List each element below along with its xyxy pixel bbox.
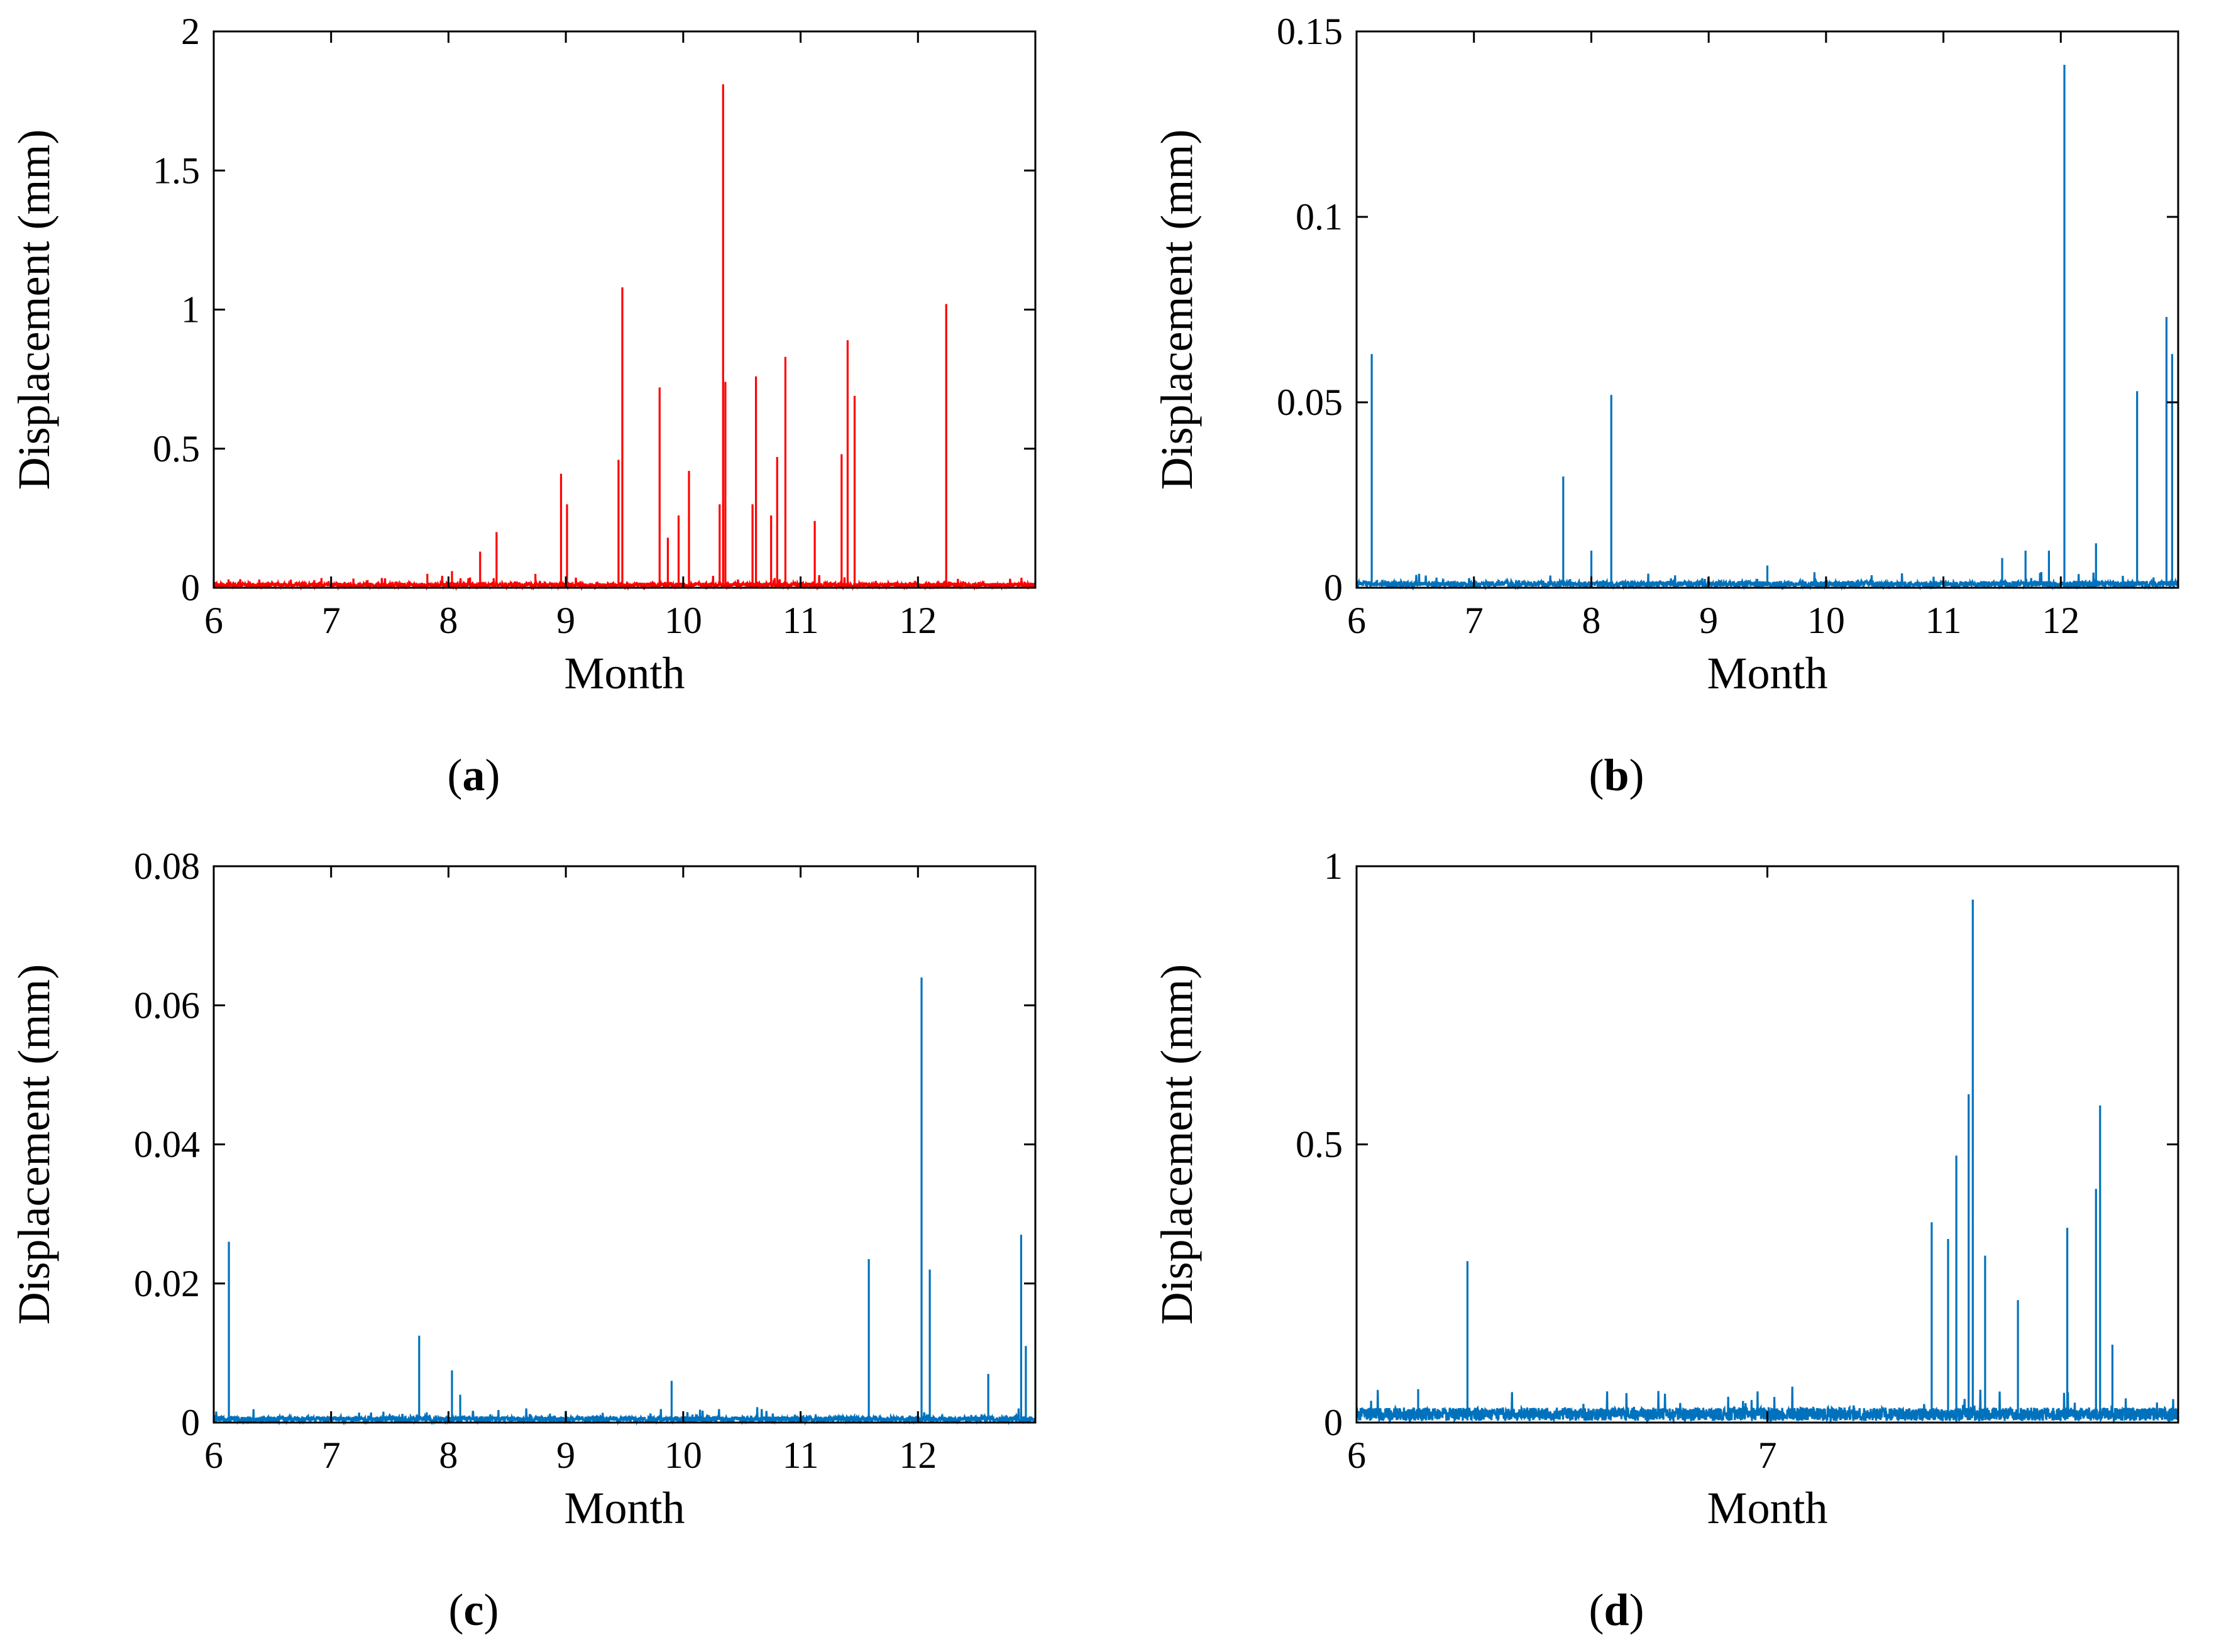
caption-close-paren: ) — [483, 1585, 498, 1635]
plot-area-b — [1355, 65, 2179, 591]
x-tick-label-c-6: 12 — [899, 1434, 937, 1476]
y-tick-label-a-0: 0 — [181, 567, 200, 608]
caption-letter-c: c — [464, 1585, 484, 1635]
x-tick-label-a-0: 6 — [204, 600, 223, 641]
y-tick-label-c-2: 0.04 — [134, 1124, 200, 1165]
x-ticks-c: 6 7 8 9 10 11 12 — [204, 866, 937, 1476]
y-ticks-b: 0 0.05 0.1 0.15 — [1277, 11, 2178, 608]
y-tick-label-d-1: 0.5 — [1296, 1124, 1343, 1165]
x-tick-label-a-4: 10 — [664, 600, 702, 641]
panel-caption-c: (c) — [449, 1585, 499, 1635]
x-tick-label-c-4: 10 — [664, 1434, 702, 1476]
series-line-b — [1355, 65, 2179, 591]
caption-open-paren: ( — [448, 750, 463, 800]
series-line-c — [212, 977, 1037, 1426]
x-tick-label-c-3: 9 — [556, 1434, 575, 1476]
x-tick-label-b-5: 11 — [1925, 600, 1962, 641]
x-axis-title-d: Month — [1707, 1483, 1827, 1533]
y-tick-label-b-2: 0.1 — [1296, 196, 1343, 238]
x-tick-label-b-1: 7 — [1465, 600, 1484, 641]
x-tick-label-b-0: 6 — [1347, 600, 1366, 641]
y-tick-label-d-0: 0 — [1324, 1402, 1343, 1443]
x-tick-label-b-6: 12 — [2042, 600, 2079, 641]
y-tick-label-a-1: 0.5 — [153, 428, 200, 470]
y-tick-label-c-4: 0.08 — [134, 845, 200, 887]
x-tick-label-c-2: 8 — [439, 1434, 458, 1476]
y-ticks-d: 00.51 — [1296, 845, 2178, 1443]
y-tick-label-a-2: 1 — [181, 289, 200, 331]
x-tick-label-a-2: 8 — [439, 600, 458, 641]
y-tick-label-b-3: 0.15 — [1277, 11, 1343, 52]
y-ticks-a: 0 0.5 1 1.5 2 — [153, 11, 1035, 608]
y-axis-title-c: Displacement (mm) — [9, 964, 59, 1325]
y-tick-label-d-2: 1 — [1324, 845, 1343, 887]
x-tick-label-c-5: 11 — [783, 1434, 819, 1476]
panel-caption-a: (a) — [448, 750, 500, 800]
panel-caption-b: (b) — [1589, 750, 1644, 800]
x-tick-label-c-1: 7 — [322, 1434, 341, 1476]
caption-letter-a: a — [463, 750, 485, 800]
x-axis-title-b: Month — [1707, 648, 1827, 698]
caption-open-paren: ( — [1589, 1585, 1604, 1635]
x-tick-label-b-2: 8 — [1582, 600, 1600, 641]
x-tick-label-b-4: 10 — [1807, 600, 1845, 641]
caption-close-paren: ) — [485, 750, 500, 800]
plot-area-d — [1355, 900, 2179, 1425]
x-tick-label-a-6: 12 — [899, 600, 937, 641]
series-line-d — [1355, 900, 2179, 1425]
x-axis-title-a: Month — [564, 648, 685, 698]
caption-open-paren: ( — [449, 1585, 464, 1635]
panel-caption-d: (d) — [1589, 1585, 1644, 1635]
x-tick-label-d-1: 7 — [1758, 1434, 1777, 1476]
x-ticks-a: 6 7 8 9 10 11 12 — [204, 31, 937, 641]
x-tick-label-d-0: 6 — [1347, 1434, 1366, 1476]
x-axis-title-c: Month — [564, 1483, 685, 1533]
panel-a: 0 0.5 1 1.5 2 6 7 8 9 10 11 12 Month Displacement … — [9, 11, 1037, 800]
y-tick-label-a-4: 2 — [181, 11, 200, 52]
x-tick-label-b-3: 9 — [1699, 600, 1718, 641]
y-tick-label-b-1: 0.05 — [1277, 382, 1343, 423]
y-ticks-c: 0 0.02 0.04 0.06 0.08 — [134, 845, 1035, 1443]
x-tick-label-a-3: 9 — [556, 600, 575, 641]
series-line-a — [213, 84, 1037, 592]
y-tick-label-a-3: 1.5 — [153, 150, 200, 191]
caption-close-paren: ) — [1629, 1585, 1644, 1635]
y-axis-title-d: Displacement (mm) — [1152, 964, 1202, 1325]
x-tick-label-c-0: 6 — [204, 1434, 223, 1476]
plot-area-c — [212, 977, 1037, 1426]
y-axis-title-b: Displacement (mm) — [1152, 129, 1202, 490]
plot-area-a — [213, 84, 1037, 592]
panel-b: 0 0.05 0.1 0.15 6 7 8 9 10 11 12 Month Displaceme… — [1152, 11, 2179, 800]
y-axis-title-a: Displacement (mm) — [9, 129, 59, 490]
panel-c: 0 0.02 0.04 0.06 0.08 6 7 8 9 10 11 12 Month Displ… — [9, 845, 1037, 1635]
x-ticks-b: 6 7 8 9 10 11 12 — [1347, 31, 2079, 641]
y-tick-label-b-0: 0 — [1324, 567, 1343, 608]
caption-open-paren: ( — [1589, 750, 1604, 800]
y-tick-label-c-1: 0.02 — [134, 1263, 200, 1304]
caption-letter-b: b — [1604, 750, 1629, 800]
caption-letter-d: d — [1604, 1585, 1629, 1635]
y-tick-label-c-0: 0 — [181, 1402, 200, 1443]
y-tick-label-c-3: 0.06 — [134, 984, 200, 1026]
x-tick-label-a-1: 7 — [322, 600, 341, 641]
axes-frame-b — [1355, 30, 2179, 589]
caption-close-paren: ) — [1629, 750, 1644, 800]
x-tick-label-a-5: 11 — [783, 600, 819, 641]
